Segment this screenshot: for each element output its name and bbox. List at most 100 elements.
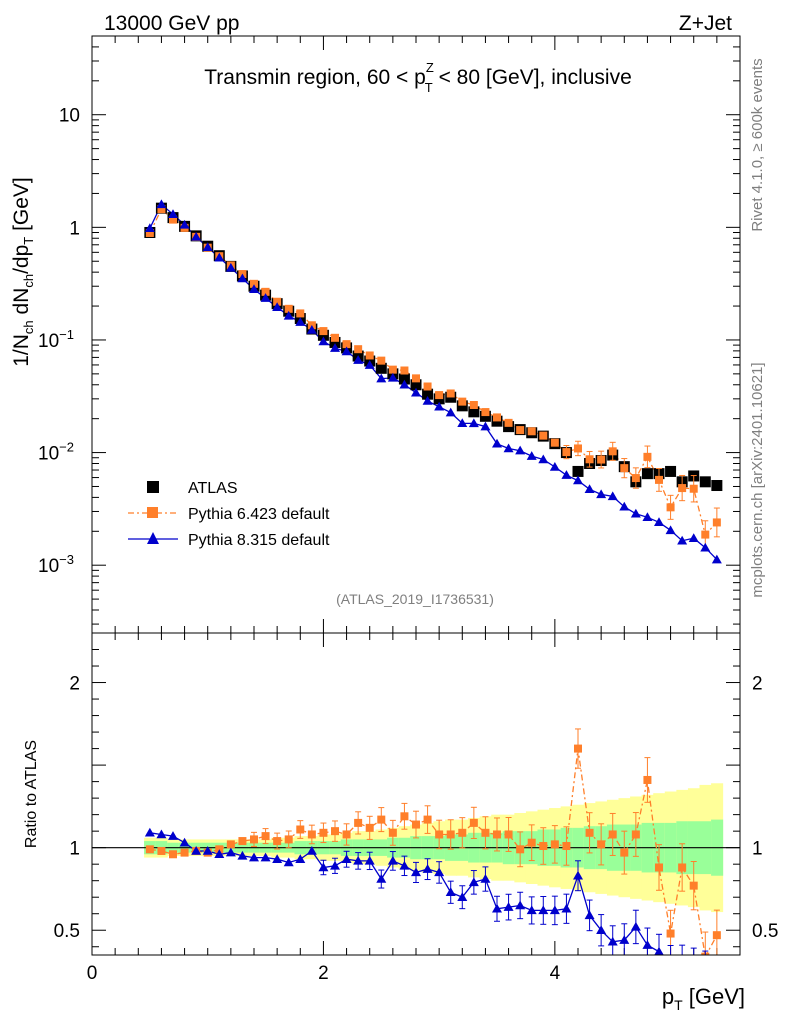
pythia6-ratio-point <box>493 830 501 839</box>
pythia6-point <box>446 389 455 398</box>
pythia6-point <box>273 297 282 306</box>
pythia8-ratio-point <box>144 827 155 837</box>
pythia8-ratio-point <box>712 971 722 980</box>
pythia8-point <box>619 501 630 511</box>
process-label: Z+Jet <box>679 12 732 35</box>
pythia8-ratio-point <box>295 854 306 863</box>
x-tick-label: 4 <box>550 963 561 984</box>
pythia8-point <box>665 525 676 535</box>
legend-atlas-marker <box>147 481 159 493</box>
pythia6-ratio-point <box>435 830 444 839</box>
ratio-series-layer <box>92 728 740 980</box>
pythia8-point <box>700 542 711 552</box>
pythia6-ratio-point <box>446 830 455 839</box>
pythia8-ratio-point <box>353 855 364 865</box>
pythia6-point <box>539 431 548 440</box>
pythia8-ratio-point <box>549 905 560 915</box>
pythia6-ratio-point <box>481 828 490 837</box>
pythia8-point <box>445 407 456 417</box>
main-ticks: 10 1 10−1 10−2 10−3 <box>38 35 741 633</box>
pythia6-point <box>562 448 571 457</box>
energy-label: 13000 GeV pp <box>104 12 239 35</box>
pythia6-ratio-point <box>504 830 513 839</box>
pythia8-point <box>353 355 364 364</box>
pythia8-point <box>306 325 317 334</box>
pythia6-ratio-point <box>319 828 328 837</box>
pythia8-ratio-point <box>237 850 248 860</box>
atlas-point <box>317 329 329 341</box>
ratio-y-tick-label: 2 <box>69 674 80 695</box>
pythia8-point <box>642 512 653 522</box>
pythia6-ratio-point <box>516 845 525 854</box>
pythia8-point <box>260 293 271 302</box>
pythia8-ratio-point <box>677 958 687 967</box>
main-y-axis-label: 1/Nch dNch/dpT [GeV] <box>10 177 36 367</box>
pythia8-point <box>144 223 155 233</box>
pythia8-point <box>237 273 248 283</box>
pythia6-ratio-point <box>585 828 594 837</box>
pythia6-point <box>585 455 594 464</box>
ratio-y-tick-label-right: 1 <box>752 839 763 860</box>
pythia8-ratio-point <box>249 852 259 862</box>
pythia8-ratio-point <box>573 870 583 880</box>
pythia6-point <box>620 464 629 473</box>
pythia6-ratio-point <box>145 845 154 854</box>
atlas-point <box>711 480 723 492</box>
pythia6-point <box>481 408 490 417</box>
pythia8-ratio-point <box>689 962 699 971</box>
pythia6-point <box>157 205 166 214</box>
pythia6-ratio-point <box>712 931 721 940</box>
pythia6-point <box>250 279 258 288</box>
pythia8-point <box>584 484 595 494</box>
atlas-point <box>375 362 387 374</box>
atlas-point <box>479 410 491 422</box>
ratio-frame <box>91 632 741 956</box>
pythia6-point <box>331 333 339 342</box>
pythia8-point <box>272 302 283 311</box>
pythia6-ratio-point <box>631 830 640 839</box>
pythia8-ratio-point <box>156 829 167 839</box>
pythia8-point <box>330 343 340 352</box>
pythia8-ratio-point <box>642 940 653 949</box>
ratio-y-axis-label: Ratio to ATLAS <box>23 740 40 848</box>
pythia8-ratio-point <box>584 910 595 920</box>
pythia8-ratio-point <box>168 831 178 840</box>
pythia8-point <box>411 387 421 397</box>
pythia8-ratio-point <box>179 837 190 847</box>
pythia8-ratio-point <box>492 903 502 913</box>
pythia6-point <box>388 365 397 374</box>
ratio-y-tick-label: 1 <box>69 839 80 860</box>
pythia6-point <box>631 474 640 483</box>
pythia6-point <box>296 309 305 318</box>
atlas-point <box>572 465 584 477</box>
pythia8-point <box>492 438 502 448</box>
rivet-label: Rivet 4.1.0, ≥ 600k events <box>749 58 766 231</box>
pythia8-ratio-point <box>468 877 479 887</box>
pythia8-ratio-point <box>526 905 537 915</box>
ratio-y-tick-label-right: 2 <box>752 674 763 695</box>
pythia6-point <box>574 444 582 453</box>
pythia6-ratio-point <box>666 929 675 938</box>
pythia6-ratio-point <box>354 818 363 827</box>
pythia6-ratio-point <box>169 850 177 859</box>
pythia6-ratio-point <box>180 848 189 857</box>
pythia6-point <box>550 438 559 447</box>
pythia6-ratio-point <box>226 840 235 849</box>
atlas-point <box>665 465 677 477</box>
analysis-label: (ATLAS_2019_I1736531) <box>336 591 494 607</box>
atlas-point <box>410 379 422 391</box>
pythia8-point <box>318 336 329 346</box>
pythia8-ratio-point <box>503 902 514 911</box>
pythia6-point <box>342 340 351 349</box>
pythia8-ratio-point <box>434 867 445 877</box>
pythia6-point <box>354 345 363 354</box>
mcplots-label: mcplots.cern.ch [arXiv:2401.10621] <box>749 362 766 597</box>
pythia8-ratio-point <box>191 845 202 855</box>
pythia8-point <box>202 242 213 251</box>
legend: ATLAS Pythia 6.423 default Pythia 8.315 … <box>128 480 330 549</box>
pythia6-ratio-point <box>620 848 629 857</box>
pythia8-point <box>364 360 375 369</box>
pythia6-point <box>458 397 467 406</box>
pythia6-point <box>516 426 525 435</box>
ratio-ticks: 0 2 4 2 2 1 1 0.5 0.5 <box>54 632 778 984</box>
